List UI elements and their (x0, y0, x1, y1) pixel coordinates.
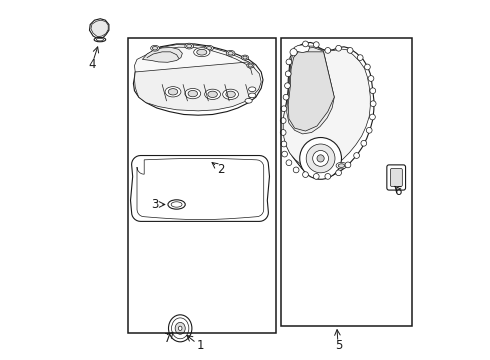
Ellipse shape (208, 91, 218, 98)
Ellipse shape (94, 37, 106, 42)
Circle shape (314, 42, 319, 48)
Circle shape (314, 174, 319, 179)
Ellipse shape (97, 39, 103, 41)
Ellipse shape (336, 162, 347, 169)
Circle shape (336, 45, 342, 51)
Ellipse shape (185, 89, 201, 99)
Circle shape (313, 150, 328, 166)
Circle shape (370, 88, 376, 94)
Circle shape (300, 138, 342, 179)
Ellipse shape (172, 318, 189, 339)
Text: 7: 7 (164, 332, 171, 345)
Circle shape (347, 48, 353, 53)
Polygon shape (284, 42, 374, 177)
Ellipse shape (187, 44, 192, 48)
Polygon shape (133, 44, 263, 115)
Polygon shape (288, 52, 334, 131)
Text: 1: 1 (196, 339, 204, 352)
Circle shape (369, 114, 375, 120)
Ellipse shape (205, 45, 213, 51)
Circle shape (306, 144, 335, 173)
Ellipse shape (169, 315, 192, 342)
Text: 2: 2 (217, 163, 224, 176)
Ellipse shape (178, 326, 182, 330)
Polygon shape (294, 45, 310, 53)
Ellipse shape (248, 64, 252, 67)
Ellipse shape (205, 89, 220, 99)
Circle shape (303, 172, 308, 177)
Ellipse shape (226, 91, 235, 98)
Polygon shape (134, 45, 256, 86)
Ellipse shape (206, 46, 212, 50)
Circle shape (281, 106, 287, 112)
Circle shape (325, 174, 331, 179)
Text: 6: 6 (394, 185, 402, 198)
Ellipse shape (152, 46, 158, 50)
Polygon shape (283, 46, 370, 171)
Circle shape (365, 64, 370, 70)
Circle shape (286, 59, 292, 65)
Polygon shape (91, 20, 108, 37)
Ellipse shape (243, 56, 247, 59)
Circle shape (293, 167, 299, 173)
Circle shape (285, 83, 291, 89)
Circle shape (354, 153, 360, 158)
Circle shape (345, 162, 351, 168)
Circle shape (361, 140, 367, 146)
Ellipse shape (168, 89, 178, 95)
Circle shape (280, 130, 286, 135)
Ellipse shape (171, 202, 182, 207)
Ellipse shape (248, 93, 256, 98)
Ellipse shape (197, 49, 207, 55)
Ellipse shape (242, 55, 248, 60)
FancyBboxPatch shape (391, 168, 402, 186)
Polygon shape (130, 156, 270, 221)
Ellipse shape (188, 90, 197, 97)
Polygon shape (143, 48, 182, 62)
Text: 5: 5 (335, 339, 343, 352)
Ellipse shape (175, 323, 185, 334)
Ellipse shape (248, 87, 256, 91)
Polygon shape (90, 19, 109, 39)
Circle shape (367, 127, 372, 133)
Circle shape (357, 55, 363, 60)
Circle shape (368, 76, 374, 81)
Circle shape (282, 151, 288, 157)
Circle shape (290, 49, 297, 56)
Circle shape (370, 101, 376, 107)
Polygon shape (287, 48, 334, 134)
Ellipse shape (228, 51, 233, 55)
Ellipse shape (185, 43, 194, 49)
Text: 4: 4 (88, 58, 96, 71)
Ellipse shape (165, 87, 181, 97)
Polygon shape (134, 62, 261, 111)
Circle shape (280, 118, 286, 123)
Circle shape (281, 141, 287, 147)
Circle shape (303, 41, 308, 47)
Circle shape (317, 155, 324, 162)
Text: 3: 3 (151, 198, 159, 211)
Circle shape (325, 48, 331, 53)
Ellipse shape (247, 63, 254, 68)
Ellipse shape (222, 89, 239, 99)
Ellipse shape (194, 48, 210, 57)
Ellipse shape (245, 99, 252, 103)
Ellipse shape (151, 45, 159, 51)
Circle shape (285, 71, 291, 77)
FancyBboxPatch shape (387, 165, 406, 190)
Circle shape (336, 170, 342, 176)
Circle shape (283, 94, 289, 100)
Ellipse shape (338, 164, 345, 167)
Ellipse shape (168, 200, 185, 209)
Ellipse shape (226, 50, 235, 56)
Circle shape (286, 160, 292, 166)
